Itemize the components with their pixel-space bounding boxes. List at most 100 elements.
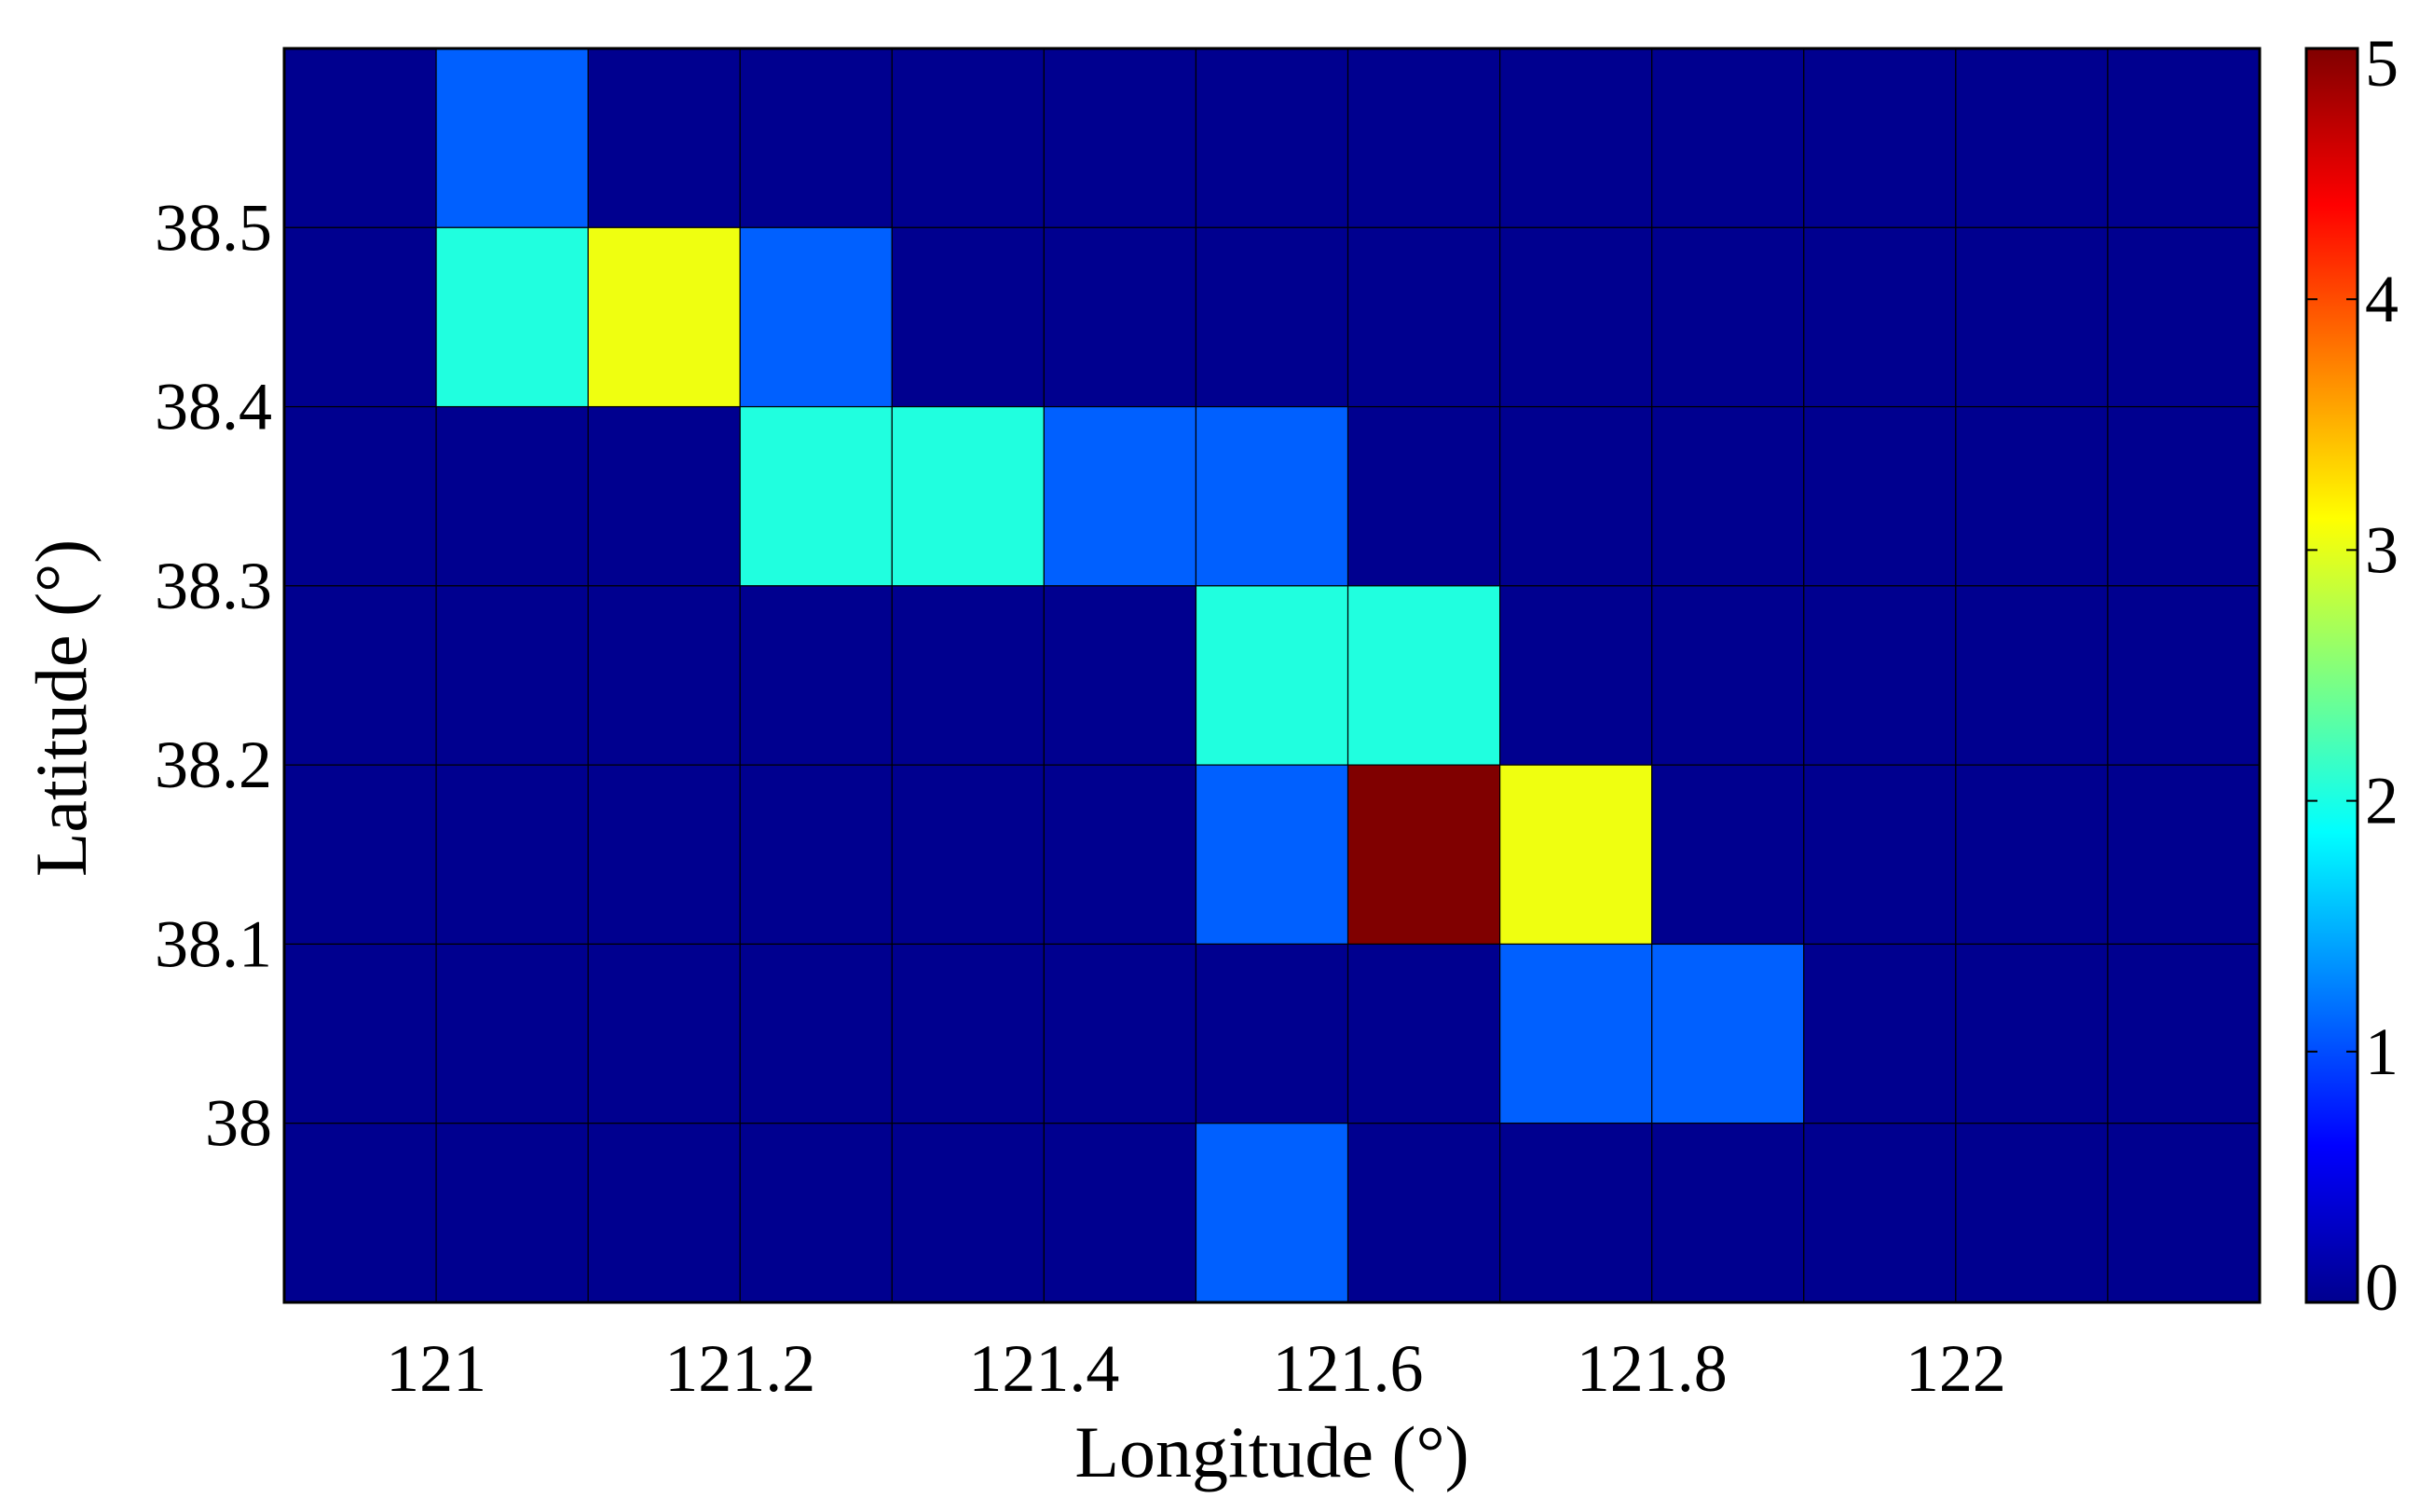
colorbar-tick-label: 5: [2365, 26, 2399, 101]
colorbar: 0 1 2 3 4 5: [2304, 26, 2399, 1325]
heatmap-cell: [283, 943, 437, 1124]
heatmap-cell: [283, 585, 437, 766]
heatmap-cell: [891, 405, 1045, 587]
heatmap-cell: [1043, 943, 1197, 1124]
heatmap-cell: [2107, 48, 2261, 228]
heatmap-cell: [587, 405, 741, 587]
heatmap-cell: [1803, 405, 1957, 587]
heatmap-cell: [1195, 405, 1349, 587]
heatmap-cell: [1195, 48, 1349, 228]
y-tick-label: 38.5: [155, 190, 272, 265]
x-tick-label: 121.2: [664, 1331, 815, 1406]
heatmap-cell: [283, 1123, 437, 1303]
heatmap-cell: [1195, 764, 1349, 946]
plot-frame: [282, 47, 2262, 1304]
heatmap-cell: [1955, 405, 2109, 587]
y-axis-ticks: 38.5 38.4 38.3 38.2 38.1 38: [155, 190, 272, 1160]
heatmap-cell: [1803, 48, 1957, 228]
heatmap-cell: [587, 226, 741, 408]
heatmap-cell: [283, 764, 437, 946]
heatmap-cell: [1955, 764, 2109, 946]
heatmap-cell: [1043, 585, 1197, 766]
heatmap-cell: [1499, 405, 1653, 587]
heatmap-cell: [2107, 405, 2261, 587]
heatmap-cell: [1195, 943, 1349, 1124]
heatmap-cell: [891, 48, 1045, 228]
heatmap-cell: [1346, 48, 1501, 228]
heatmap-cell: [1803, 943, 1957, 1124]
colorbar-tick-label: 1: [2365, 1015, 2399, 1089]
x-tick-label: 121.6: [1273, 1331, 1424, 1406]
heatmap-cell: [1651, 405, 1805, 587]
heatmap-cell: [1803, 585, 1957, 766]
heatmap-cell: [1955, 226, 2109, 408]
heatmap-cell: [2107, 585, 2261, 766]
heatmap-cell: [1955, 943, 2109, 1124]
heatmap-cell: [1195, 585, 1349, 766]
heatmap-cell: [1499, 1123, 1653, 1303]
heatmap-cell: [1499, 764, 1653, 946]
heatmap-cell: [1043, 48, 1197, 228]
colorbar-tick-label: 2: [2365, 764, 2399, 838]
heatmap-cell: [1955, 1123, 2109, 1303]
heatmap-cell: [1651, 226, 1805, 408]
heatmap-cell: [739, 226, 893, 408]
heatmap-cell: [435, 405, 589, 587]
heatmap-cell: [1043, 405, 1197, 587]
colorbar-tick-label: 4: [2365, 262, 2399, 336]
heatmap-cell: [587, 48, 741, 228]
heatmap-cell: [1195, 226, 1349, 408]
heatmap-cell: [891, 943, 1045, 1124]
heatmap-cell: [283, 405, 437, 587]
heatmap-cell: [587, 764, 741, 946]
heatmap-cell: [435, 226, 589, 408]
y-tick-label: 38.3: [155, 549, 272, 623]
heatmap-cell: [435, 943, 589, 1124]
heatmap-cell: [435, 48, 589, 228]
heatmap-cell: [739, 943, 893, 1124]
heatmap-cell: [435, 1123, 589, 1303]
heatmap-cell: [891, 585, 1045, 766]
heatmap-cell: [1346, 764, 1501, 946]
x-axis-ticks: 121 121.2 121.4 121.6 121.8 122: [386, 1331, 2006, 1406]
x-axis-label: Longitude (°): [1074, 1411, 1469, 1492]
x-tick-label: 121.8: [1577, 1331, 1728, 1406]
heatmap-cell: [1499, 48, 1653, 228]
heatmap-cell: [1651, 943, 1805, 1124]
heatmap-cell: [1195, 1123, 1349, 1303]
y-axis-label: Latitude (°): [21, 539, 102, 878]
heatmap-cell: [587, 1123, 741, 1303]
heatmap-cell: [1499, 585, 1653, 766]
heatmap-cell: [1346, 226, 1501, 408]
heatmap-cell: [891, 1123, 1045, 1303]
heatmap-cell: [2107, 943, 2261, 1124]
heatmap-cell: [739, 1123, 893, 1303]
heatmap-cell: [739, 764, 893, 946]
heatmap-cell: [1043, 764, 1197, 946]
x-tick-label: 122: [1906, 1331, 2006, 1406]
heatmap-cell: [283, 226, 437, 408]
y-tick-label: 38.2: [155, 728, 272, 802]
colorbar-ticks: 0 1 2 3 4 5: [2306, 26, 2399, 1325]
heatmap-cell: [2107, 764, 2261, 946]
heatmap-cell: [1955, 585, 2109, 766]
heatmap-cell: [1955, 48, 2109, 228]
heatmap-cell: [1651, 764, 1805, 946]
x-tick-label: 121.4: [968, 1331, 1119, 1406]
heatmap-cell: [1346, 585, 1501, 766]
heatmap-cell: [739, 48, 893, 228]
colorbar-tick-label: 0: [2365, 1250, 2399, 1325]
heatmap-cell: [1346, 1123, 1501, 1303]
heatmap-cell: [1499, 943, 1653, 1124]
heatmap-cell: [587, 943, 741, 1124]
heatmap-cell: [739, 405, 893, 587]
y-tick-label: 38: [205, 1086, 272, 1161]
heatmap-cells: [283, 48, 2261, 1303]
heatmap-cell: [2107, 226, 2261, 408]
heatmap-cell: [435, 585, 589, 766]
y-tick-label: 38.4: [155, 370, 272, 444]
heatmap-cell: [1803, 226, 1957, 408]
heatmap-cell: [587, 585, 741, 766]
heatmap-cell: [1651, 48, 1805, 228]
